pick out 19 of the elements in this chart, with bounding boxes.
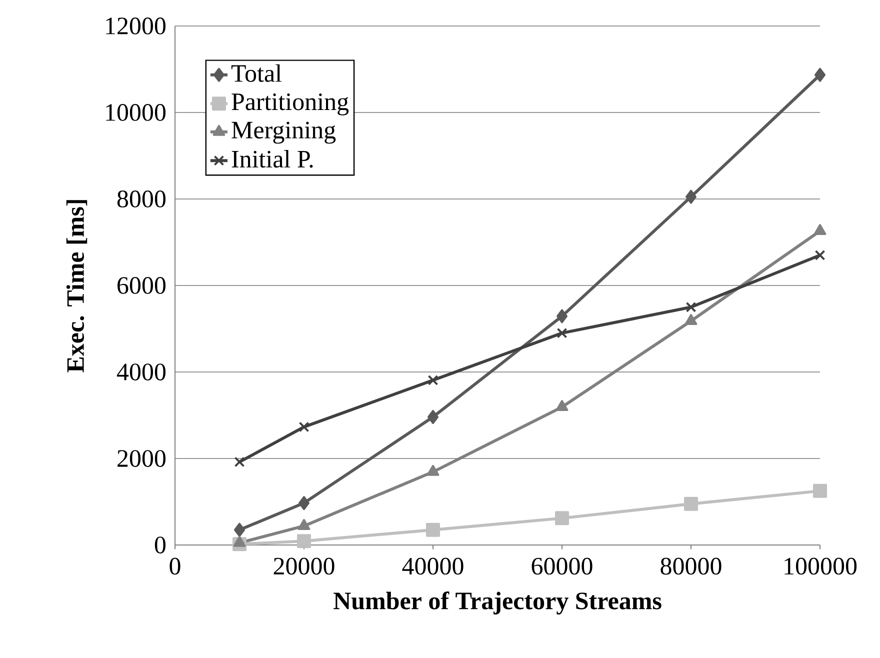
y-tick-label: 8000	[117, 190, 166, 208]
legend-label: Total	[231, 64, 282, 82]
y-tick-label: 10000	[106, 104, 166, 121]
x-tick-label: 20000	[274, 558, 334, 575]
legend-label: Initial P.	[232, 150, 313, 168]
x-tick-label: 60000	[532, 558, 592, 575]
y-tick-label: 12000	[106, 18, 166, 34]
y-tick-label: 6000	[118, 277, 166, 294]
y-axis-title: Exec. Time [ms]	[66, 200, 88, 372]
y-tick-label: 2000	[118, 450, 166, 467]
x-tick-label: 40000	[402, 558, 464, 575]
y-tick-label: 4000	[116, 364, 166, 380]
x-axis-title: Number of Trajectory Streams	[334, 592, 662, 615]
x-tick-label: 100000	[784, 558, 857, 575]
x-tick-label: 0	[170, 558, 180, 575]
x-tick-label: 80000	[660, 558, 722, 575]
legend-label: Partitioning	[232, 93, 349, 116]
legend-label: Mergining	[232, 122, 336, 144]
y-tick-label: 0	[154, 536, 166, 554]
